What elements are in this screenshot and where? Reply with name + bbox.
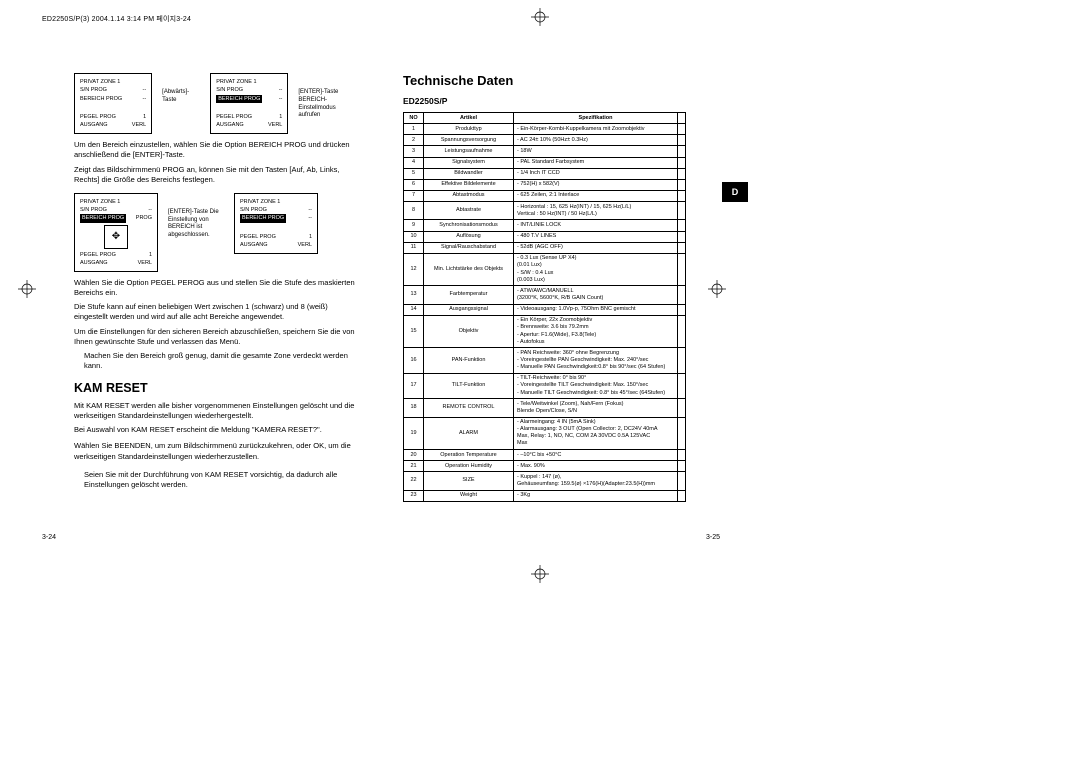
crop-mark-top — [531, 8, 549, 26]
kam-para-4: Seien Sie mit der Durchführung von KAM R… — [74, 470, 359, 490]
para-4: Die Stufe kann auf einen beliebigen Wert… — [74, 302, 359, 322]
table-row: 15Objektiv- Ein Körper, 22x Zoomobjektiv… — [404, 315, 686, 348]
table-row: 5Bildwandler- 1/4 Inch IT CCD — [404, 168, 686, 179]
table-row: 22SIZE- Kuppel : 147 (ø), Gehäuseumfang:… — [404, 472, 686, 490]
table-row: 2Spannungsversorgung- AC 24± 10% (50Hz± … — [404, 135, 686, 146]
para-5: Um die Einstellungen für den sicheren Be… — [74, 327, 359, 347]
osd-box-2: PRIVAT ZONE 1 S/N PROG-- BEREICH PROG-- … — [210, 73, 288, 134]
crop-mark-left — [18, 280, 36, 298]
left-page: PRIVAT ZONE 1 S/N PROG-- BEREICH PROG-- … — [36, 55, 381, 545]
label-enter-1: [ENTER]-Taste BEREICH-Einstellmodus aufr… — [298, 73, 359, 120]
table-row: 6Effektive Bildelemente- 752(H) x 582(V) — [404, 179, 686, 190]
kam-para-1: Mit KAM RESET werden alle bisher vorgeno… — [74, 401, 359, 421]
label-abwaerts: [Abwärts]-Taste — [162, 73, 200, 105]
doc-header: ED2250S/P(3) 2004.1.14 3:14 PM 페이지3-24 — [42, 14, 191, 24]
osd-box-4: PRIVAT ZONE 1 S/N PROG-- BEREICH PROG-- … — [234, 193, 318, 254]
label-enter-2: [ENTER]-Taste Die Einstellung von BEREIC… — [168, 193, 224, 240]
th-no: NO — [404, 113, 424, 124]
table-row: 17TILT-Funktion- TILT-Reichweite: 0° bis… — [404, 373, 686, 398]
page-number-right: 3-25 — [706, 534, 720, 541]
kam-para-2: Bei Auswahl von KAM RESET erscheint die … — [74, 425, 359, 435]
table-row: 13Farbtemperatur- ATW/AWC/MANUELL (3200°… — [404, 286, 686, 304]
para-1: Um den Bereich einzustellen, wählen Sie … — [74, 140, 359, 160]
crop-mark-bottom — [531, 565, 549, 583]
osd-title: PRIVAT ZONE 1 — [80, 78, 120, 86]
para-2: Zeigt das Bildschirmmenü PROG an, können… — [74, 165, 359, 185]
kam-reset-heading: KAM RESET — [74, 381, 359, 395]
table-row: 16PAN-Funktion- PAN Reichweite: 360° ohn… — [404, 348, 686, 373]
th-artikel: Artikel — [424, 113, 514, 124]
table-row: 12Min. Lichtstärke des Objekts- 0.3 Lux … — [404, 253, 686, 286]
table-row: 11Signal/Rauschabstand- 52dB (AGC OFF) — [404, 242, 686, 253]
osd-box-1: PRIVAT ZONE 1 S/N PROG-- BEREICH PROG-- … — [74, 73, 152, 134]
table-row: 7Abtastmodus- 625 Zeilen, 2:1 Interlace — [404, 190, 686, 201]
table-row: 1Produkttyp- Ein-Körper-Kombi-Kuppelkame… — [404, 124, 686, 135]
kam-para-3: Wählen Sie BEENDEN, um zum Bildschirmmen… — [74, 441, 359, 461]
table-row: 20Operation Temperature- –10°C bis +50°C — [404, 450, 686, 461]
right-page: Technische Daten ED2250S/P NO Artikel Sp… — [381, 55, 726, 545]
table-row: 4Signalsystem- PAL Standard Farbsystem — [404, 157, 686, 168]
table-row: 8Abtastrate- Horizontal : 15, 625 Hz(INT… — [404, 202, 686, 220]
table-row: 10Auflösung- 480 T.V LINES — [404, 231, 686, 242]
table-row: 21Operation Humidity- Max. 90% — [404, 461, 686, 472]
para-3: Wählen Sie die Option PEGEL PEROG aus un… — [74, 278, 359, 298]
spec-table: NO Artikel Spezifikation 1Produkttyp- Ei… — [403, 112, 686, 502]
tech-heading: Technische Daten — [403, 73, 686, 88]
table-row: 23Weight- 3Kg — [404, 490, 686, 501]
osd-box-3: PRIVAT ZONE 1 S/N PROG-- BEREICH PROGPRO… — [74, 193, 158, 272]
table-row: 3Leistungsaufnahme- 18W — [404, 146, 686, 157]
page-spread: PRIVAT ZONE 1 S/N PROG-- BEREICH PROG-- … — [36, 55, 726, 545]
arrow-cross-icon: ✥ — [104, 225, 128, 249]
table-row: 9Synchronisationsmodus- INT/LINIE LOCK — [404, 220, 686, 231]
table-row: 18REMOTE CONTROL- Tele/Weitwinkel (Zoom)… — [404, 399, 686, 417]
table-row: 14Ausgangssignal- Videoausgang: 1.0Vp-p,… — [404, 304, 686, 315]
page-number-left: 3-24 — [42, 534, 56, 541]
table-row: 19ALARM- Alarmeingang: 4 IN (5mA Sink) -… — [404, 417, 686, 450]
th-end — [678, 113, 686, 124]
th-spec: Spezifikation — [514, 113, 678, 124]
model-heading: ED2250S/P — [403, 96, 686, 106]
para-6: Machen Sie den Bereich groß genug, damit… — [74, 351, 359, 371]
